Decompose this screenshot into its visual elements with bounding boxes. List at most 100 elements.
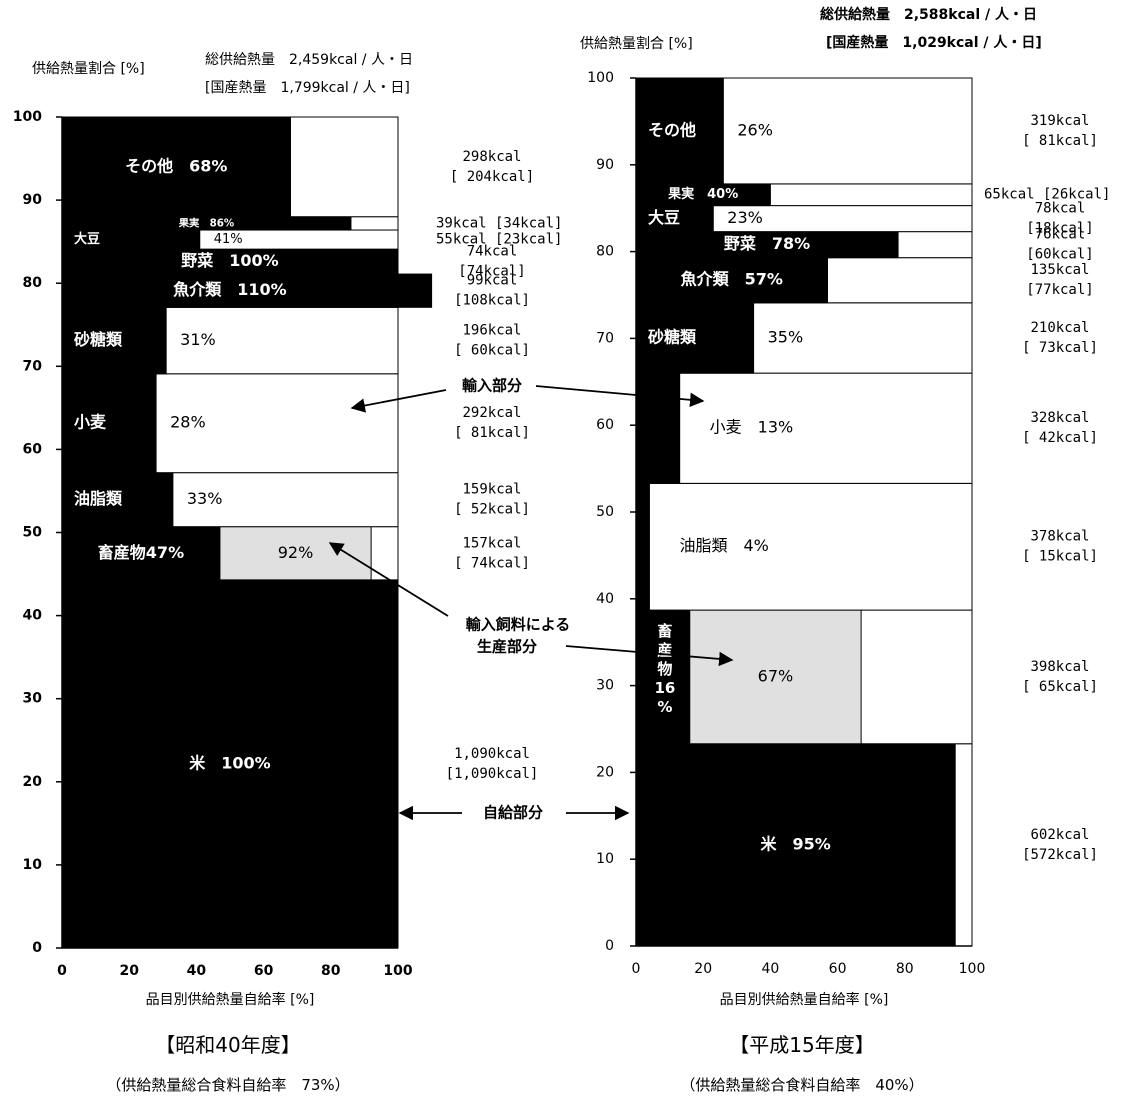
panel2-bar-畜産物-feed-label: 67% <box>758 666 794 685</box>
panel2-bar-畜産物-label-char: % <box>657 698 672 716</box>
panel2-bar-魚介類-domestic-kcal: [77kcal] <box>1026 282 1093 298</box>
panel1-chart-title: 【昭和40年度】 <box>155 1033 300 1057</box>
panel1-bar-小麦-rate-label: 28% <box>170 413 206 432</box>
panel2-y-tick-label: 60 <box>596 417 614 433</box>
panel2-x-tick-label: 80 <box>896 961 914 977</box>
panel1-bar-砂糖類-label: 砂糖類 <box>74 330 123 349</box>
panel1-bar-その他-label: その他 68% <box>125 156 227 175</box>
import-arrow-right <box>535 385 705 408</box>
panel1-bar-砂糖類-rate-label: 31% <box>180 330 216 349</box>
panel1-bar-小麦-domestic-kcal: [ 81kcal] <box>454 425 530 441</box>
panel1-bar-米-label: 米 100% <box>189 753 270 772</box>
self-sufficient-label: 自給部分 <box>483 804 543 822</box>
panel2-y-tick-label: 100 <box>587 70 614 86</box>
panel1-bar-米-kcal: 1,090kcal <box>454 746 530 762</box>
panel1-bar-野菜-label: 野菜 100% <box>181 251 278 270</box>
import-arrow-left <box>350 389 447 413</box>
panel2-bar-その他-rate-label: 26% <box>737 120 773 139</box>
panel1-bar-砂糖類-domestic-kcal: [ 60kcal] <box>454 343 530 359</box>
panel1-y-tick-label: 30 <box>23 691 43 707</box>
panel1-bar-油脂類-rate-label: 33% <box>187 489 223 508</box>
panel1-bar-油脂類-label: 油脂類 <box>74 489 123 508</box>
panel1-x-tick-label: 20 <box>119 963 139 979</box>
panel1-x-axis-title: 品目別供給熱量自給率 [%] <box>146 991 315 1008</box>
panel1-bar-砂糖類-kcal: 196kcal <box>462 323 521 339</box>
panel1-y-tick-label: 60 <box>23 441 43 457</box>
panel1-bar-畜産物-label: 畜産物47% <box>98 543 184 562</box>
panel2-y-tick-label: 0 <box>605 938 614 954</box>
panel1-y-tick-label: 70 <box>23 358 43 374</box>
panel2-bar-小麦-label: 小麦 13% <box>710 418 794 437</box>
panel1-domestic-supply-text: [国産熱量 1,799kcal / 人・日] <box>205 80 410 96</box>
panel1-y-tick-label: 20 <box>23 774 43 790</box>
panel2-y-tick-label: 40 <box>596 591 614 607</box>
panel1-bar-魚介類-domestic-kcal: [108kcal] <box>454 293 530 309</box>
panel2-chart-subtitle: （供給熱量総合食料自給率 40%） <box>680 1076 923 1094</box>
panel1-bar-その他-domestic <box>61 116 291 218</box>
feed-part-label-line1: 輸入飼料による <box>466 616 571 634</box>
panel1-total-supply-text: 総供給熱量 2,459kcal / 人・日 <box>205 52 413 68</box>
panel2-chart-title: 【平成15年度】 <box>729 1033 874 1057</box>
panel1-bar-畜産物-domestic-kcal: [ 74kcal] <box>454 555 530 571</box>
panel2-bar-米-label: 米 95% <box>760 834 830 853</box>
panel2-bar-魚介類-domestic <box>635 257 829 304</box>
panel2-bar-畜産物-domestic-kcal: [ 65kcal] <box>1022 679 1098 695</box>
panel1-y-tick-label: 80 <box>23 275 43 291</box>
panel1-bar-畜産物-feed-label: 92% <box>278 543 314 562</box>
panel1-bar-大豆-rate-label: 41% <box>214 232 243 247</box>
panel2-bar-砂糖類-domestic <box>635 302 755 374</box>
panel1-bar-砂糖類-domestic <box>61 306 167 375</box>
panel2-bar-大豆-label: 大豆 <box>648 208 680 227</box>
panel1-y-tick-label: 50 <box>23 525 43 541</box>
panel2-bar-野菜-domestic-kcal: [60kcal] <box>1026 247 1093 263</box>
panel1-y-tick-label: 90 <box>23 192 43 208</box>
panel2-bar-その他-label: その他 <box>648 120 696 139</box>
panel2-total-supply-text: 総供給熱量 2,588kcal / 人・日 <box>820 6 1037 23</box>
panel2-bar-野菜-kcal: 76kcal <box>1035 227 1086 243</box>
feed-part-label-line2: 生産部分 <box>477 638 537 656</box>
panel2-y-tick-label: 90 <box>596 157 614 173</box>
panel2-x-tick-label: 40 <box>761 961 779 977</box>
panel1-x-tick-label: 100 <box>383 963 412 979</box>
panel1-x-tick-label: 60 <box>254 963 274 979</box>
panel2-bar-魚介類-label: 魚介類 57% <box>681 270 783 289</box>
import-part-label: 輸入部分 <box>462 377 522 395</box>
panel1-y-axis-title: 供給熱量割合 [%] <box>32 60 145 77</box>
panel2-bar-小麦-domestic-kcal: [ 42kcal] <box>1022 430 1098 446</box>
panel2-bar-野菜-label: 野菜 78% <box>724 234 810 253</box>
panel1-bar-野菜-domestic <box>61 248 399 275</box>
panel1-bar-魚介類-domestic <box>61 273 433 308</box>
panel1-y-tick-label: 100 <box>13 109 42 125</box>
panel2-bar-小麦-kcal: 328kcal <box>1030 410 1089 426</box>
feed-arrow-left <box>328 542 449 617</box>
panel2-bar-砂糖類-label: 砂糖類 <box>648 327 697 346</box>
panel2-bar-その他-domestic-kcal: [ 81kcal] <box>1022 133 1098 149</box>
panel2-x-tick-label: 100 <box>959 961 986 977</box>
panel2-bar-魚介類-kcal: 135kcal <box>1030 262 1089 278</box>
panel2-bar-果実-label: 果実 40% <box>667 186 738 202</box>
panel1-bar-その他-domestic-kcal: [ 204kcal] <box>450 169 534 185</box>
panel2-y-tick-label: 20 <box>596 764 614 780</box>
panel1-bar-野菜-kcal: 74kcal <box>467 244 518 260</box>
panel2-y-axis-title: 供給熱量割合 [%] <box>580 35 693 52</box>
panel2-bar-砂糖類-rate-label: 35% <box>768 327 804 346</box>
panel1-bar-油脂類-domestic-kcal: [ 52kcal] <box>454 502 530 518</box>
panel2-bar-野菜-domestic <box>635 231 899 259</box>
panel2-bar-砂糖類-domestic-kcal: [ 73kcal] <box>1022 340 1098 356</box>
panel2-bar-油脂類-label: 油脂類 4% <box>679 536 768 555</box>
panel1-bar-大豆-label: 大豆 <box>74 231 100 247</box>
panel1-x-tick-label: 0 <box>57 963 67 979</box>
panel2-bar-果実-kcal: 65kcal [26kcal] <box>984 187 1110 203</box>
panel2-bar-畜産物-label-char: 16 <box>654 679 675 697</box>
panel2-x-tick-label: 60 <box>829 961 847 977</box>
panel2-y-tick-label: 50 <box>596 504 614 520</box>
panel1-bar-大豆-kcal: 55kcal [23kcal] <box>436 232 562 248</box>
panel2-bar-その他-kcal: 319kcal <box>1030 113 1089 129</box>
panel2-bar-畜産物-label-char: 畜 <box>657 622 672 640</box>
panel2-bar-油脂類-kcal: 378kcal <box>1030 529 1089 545</box>
panel2-bar-米-kcal: 602kcal <box>1030 827 1089 843</box>
panel2-x-tick-label: 0 <box>632 961 641 977</box>
panel2-bar-油脂類-domestic <box>635 482 650 611</box>
panel2-bar-油脂類-band <box>635 482 973 611</box>
